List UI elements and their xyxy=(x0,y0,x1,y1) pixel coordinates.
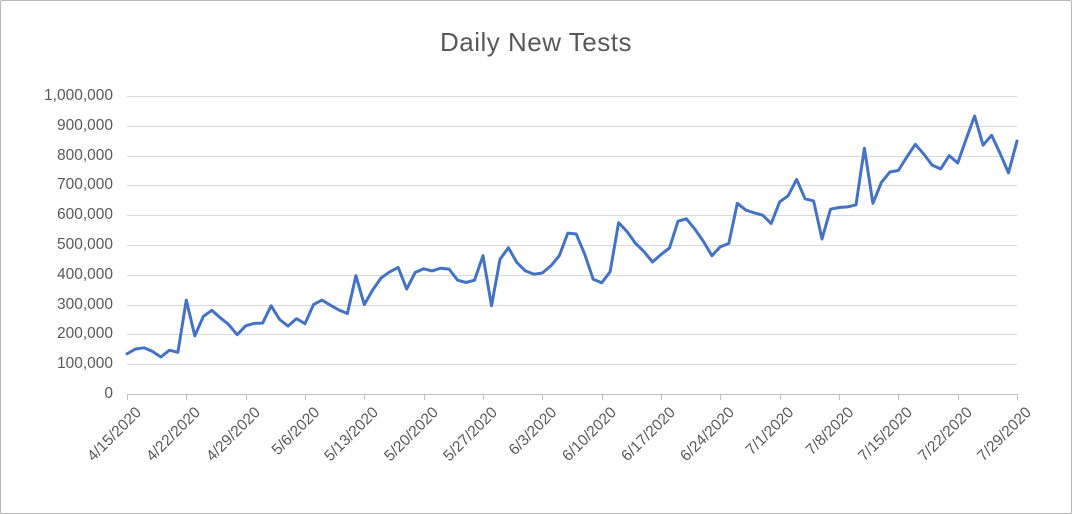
y-gridline xyxy=(127,275,1017,276)
x-axis-tick xyxy=(483,394,484,400)
x-axis-tick-label: 7/22/2020 xyxy=(914,404,976,465)
x-axis-tick xyxy=(720,394,721,400)
x-axis-tick xyxy=(958,394,959,400)
y-axis-tick-label: 700,000 xyxy=(56,176,113,193)
y-axis-tick-label: 0 xyxy=(104,385,113,402)
y-gridline xyxy=(127,334,1017,335)
x-axis-tick-label: 6/3/2020 xyxy=(505,404,561,459)
x-axis-tick-label: 4/22/2020 xyxy=(143,404,205,465)
y-axis-tick-label: 300,000 xyxy=(56,296,113,313)
y-gridline xyxy=(127,245,1017,246)
y-gridline xyxy=(127,215,1017,216)
x-axis-tick xyxy=(305,394,306,400)
x-axis-tick-label: 5/6/2020 xyxy=(268,404,324,459)
x-axis-tick-label: 7/15/2020 xyxy=(855,404,917,465)
x-axis-tick-label: 7/29/2020 xyxy=(974,404,1036,465)
line-series xyxy=(125,114,1019,359)
x-axis-tick xyxy=(839,394,840,400)
y-axis-tick-label: 900,000 xyxy=(56,117,113,134)
x-axis-tick-label: 4/29/2020 xyxy=(202,404,264,465)
x-axis-tick xyxy=(364,394,365,400)
x-axis-tick-label: 6/24/2020 xyxy=(677,404,739,465)
daily-new-tests-line xyxy=(125,114,1019,359)
y-axis-tick-label: 200,000 xyxy=(56,325,113,342)
x-axis-tick xyxy=(1017,394,1018,400)
x-axis-tick xyxy=(246,394,247,400)
x-axis-tick xyxy=(602,394,603,400)
y-gridline xyxy=(127,96,1017,97)
x-axis-tick-label: 4/15/2020 xyxy=(84,404,146,465)
x-axis-tick xyxy=(780,394,781,400)
x-axis-line xyxy=(127,394,1017,395)
y-gridline xyxy=(127,185,1017,186)
x-axis-tick xyxy=(661,394,662,400)
x-axis-tick-label: 7/8/2020 xyxy=(802,404,858,459)
y-gridline xyxy=(127,305,1017,306)
chart-title: Daily New Tests xyxy=(440,27,632,57)
x-axis-tick xyxy=(542,394,543,400)
y-axis-tick-label: 100,000 xyxy=(56,355,113,372)
y-axis-tick-label: 1,000,000 xyxy=(44,87,113,104)
y-axis-tick-label: 800,000 xyxy=(56,147,113,164)
y-gridline xyxy=(127,126,1017,127)
x-axis-tick xyxy=(898,394,899,400)
x-axis-tick-label: 6/10/2020 xyxy=(558,404,620,465)
y-axis-tick-label: 400,000 xyxy=(56,266,113,283)
x-axis-tick-label: 5/20/2020 xyxy=(380,404,442,465)
x-axis-tick-label: 5/13/2020 xyxy=(321,404,383,465)
x-axis-tick xyxy=(424,394,425,400)
x-axis-tick-label: 6/17/2020 xyxy=(618,404,680,465)
y-axis-tick-label: 500,000 xyxy=(56,236,113,253)
y-gridline xyxy=(127,364,1017,365)
x-axis-tick xyxy=(127,394,128,400)
x-axis-tick-label: 7/1/2020 xyxy=(743,404,798,459)
y-axis-tick-label: 600,000 xyxy=(56,206,113,223)
x-axis-tick xyxy=(186,394,187,400)
y-gridline xyxy=(127,156,1017,157)
x-axis-tick-label: 5/27/2020 xyxy=(440,404,502,465)
